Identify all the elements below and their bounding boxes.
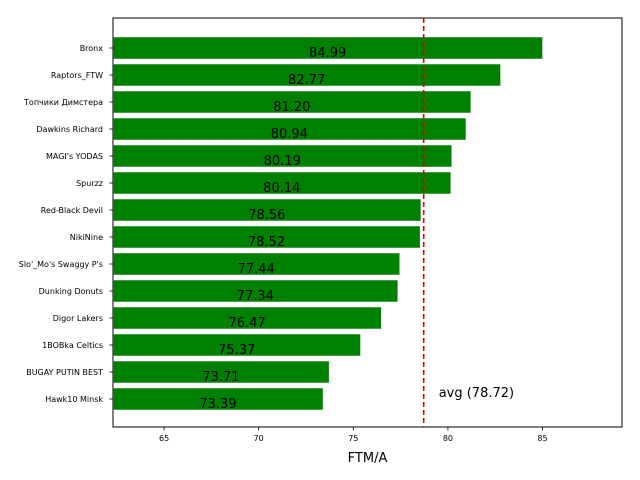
- average-label: avg (78.72): [439, 386, 514, 401]
- bar-value-label: 80.94: [271, 127, 308, 142]
- x-tick-label: 70: [254, 434, 264, 443]
- x-axis: 65 70 75 80 85: [159, 427, 548, 443]
- bar-value-label: 73.39: [199, 397, 236, 412]
- bar-value-label: 73.71: [202, 370, 239, 385]
- bar: [113, 199, 421, 221]
- bar-value-label: 80.14: [263, 181, 300, 196]
- bar-value-label: 75.37: [218, 343, 255, 358]
- x-tick-label: 65: [159, 434, 169, 443]
- bar-value-label: 80.19: [264, 154, 301, 169]
- x-axis-label: FTM/A: [348, 451, 388, 466]
- bar-value-label: 76.47: [228, 316, 265, 331]
- bar-value-label: 82.77: [288, 73, 325, 88]
- y-tick-label: MAGI's YODAS: [46, 152, 103, 161]
- y-tick-label: Raptors_FTW: [51, 71, 103, 80]
- y-tick-label: Bronx: [80, 44, 104, 53]
- y-tick-label: Red-Black Devil: [41, 206, 103, 215]
- bar-value-label: 78.52: [248, 235, 285, 250]
- bar: [113, 91, 471, 113]
- y-tick-label: Топчики Димстера: [23, 98, 103, 107]
- y-tick-label: 1BOBka Celtics: [42, 341, 103, 350]
- bar: [113, 334, 361, 356]
- bar: [113, 388, 323, 410]
- bar: [113, 118, 466, 140]
- y-tick-label: BUGAY PUTIN BEST: [26, 368, 103, 377]
- y-tick-label: NikiNine: [70, 233, 103, 242]
- bar: [113, 361, 329, 383]
- y-tick-label: Dunking Donuts: [39, 287, 103, 296]
- y-tick-label: Spurzz: [76, 179, 103, 188]
- bar: [113, 307, 382, 329]
- x-tick-label: 80: [443, 434, 453, 443]
- bar-value-label: 78.56: [248, 208, 285, 223]
- y-tick-label: Hawk10 Minsk: [45, 395, 103, 404]
- bar: [113, 64, 501, 86]
- bar-value-label: 77.34: [237, 289, 274, 304]
- x-tick-label: 85: [537, 434, 547, 443]
- bars-group: [113, 37, 543, 410]
- bar: [113, 172, 451, 194]
- bar-value-label: 77.44: [238, 262, 275, 277]
- value-labels-group: 84.99 82.77 81.20 80.94 80.19 80.14 78.56 78.52…: [199, 46, 346, 412]
- y-tick-label: Slo'_Mo's Swaggy P's: [19, 260, 103, 269]
- bar: [113, 37, 543, 59]
- y-tick-label: Dawkins Richard: [36, 125, 103, 134]
- y-axis: Bronx Raptors_FTW Топчики Димстера Dawkins …: [19, 44, 113, 404]
- bar: [113, 253, 400, 275]
- bar-value-label: 84.99: [309, 46, 346, 61]
- bar: [113, 226, 420, 248]
- bar: [113, 145, 452, 167]
- plot-area: [112, 17, 623, 428]
- y-tick-label: Digor Lakers: [53, 314, 103, 323]
- bar-value-label: 81.20: [273, 100, 310, 115]
- bar: [113, 280, 398, 302]
- x-tick-label: 75: [348, 434, 358, 443]
